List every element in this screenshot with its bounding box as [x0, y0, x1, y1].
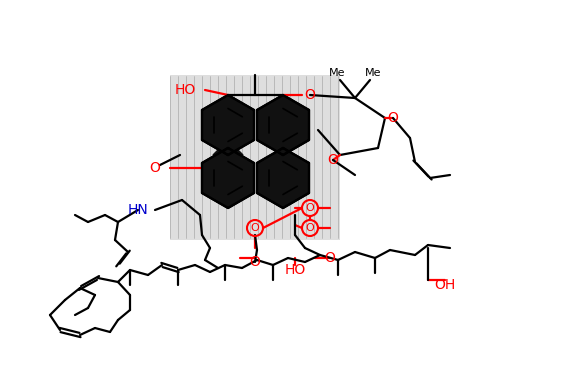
- Text: O: O: [388, 111, 399, 125]
- Text: O: O: [305, 88, 316, 102]
- Text: O: O: [306, 223, 314, 233]
- Polygon shape: [264, 156, 302, 200]
- Text: O: O: [324, 251, 335, 265]
- Polygon shape: [213, 140, 243, 155]
- Polygon shape: [170, 75, 340, 240]
- Text: O: O: [150, 161, 161, 175]
- Text: O: O: [328, 153, 339, 167]
- Text: O: O: [249, 255, 260, 269]
- Text: O: O: [251, 223, 259, 233]
- Text: O: O: [306, 203, 314, 213]
- Polygon shape: [257, 95, 309, 155]
- Polygon shape: [209, 103, 247, 147]
- Text: HO: HO: [175, 83, 196, 97]
- Polygon shape: [209, 156, 247, 200]
- Text: HN: HN: [128, 203, 149, 217]
- Polygon shape: [202, 95, 254, 155]
- Text: Me: Me: [329, 68, 345, 78]
- Text: OH: OH: [434, 278, 456, 292]
- Text: HO: HO: [285, 263, 306, 277]
- Polygon shape: [257, 148, 309, 208]
- Polygon shape: [264, 103, 302, 147]
- Text: Me: Me: [365, 68, 381, 78]
- Polygon shape: [202, 148, 254, 208]
